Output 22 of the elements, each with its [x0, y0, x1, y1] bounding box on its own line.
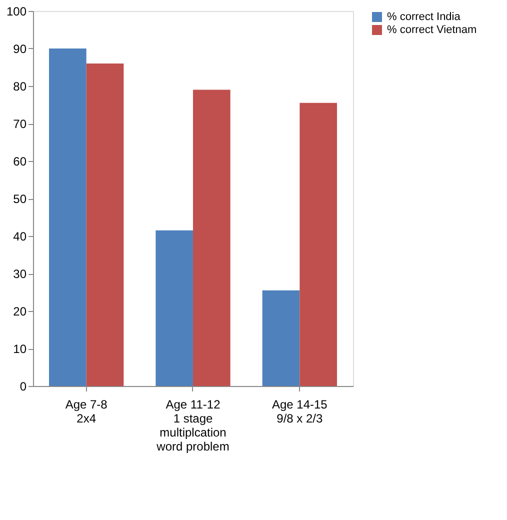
bar — [262, 290, 300, 386]
bar — [193, 90, 230, 386]
bar — [300, 102, 337, 386]
bar — [156, 230, 193, 386]
x-tick-label: Age 11-12 1 stage multiplcation word problem — [156, 398, 230, 454]
bar — [86, 64, 124, 386]
y-tick-label: 100 — [6, 4, 27, 18]
y-tick-label: 90 — [13, 42, 27, 56]
y-tick-label: 0 — [20, 380, 27, 394]
y-tick-label: 20 — [13, 304, 27, 318]
y-tick-label: 70 — [13, 117, 27, 131]
y-tick-label: 40 — [13, 230, 27, 244]
x-tick-label: Age 7-8 2x4 — [65, 398, 108, 426]
bar — [49, 48, 86, 386]
y-tick-label: 60 — [13, 154, 27, 168]
y-tick-label: 30 — [13, 267, 27, 281]
y-tick-label: 50 — [13, 192, 27, 206]
legend-label: % correct India — [387, 11, 462, 23]
legend-label: % correct Vietnam — [387, 24, 477, 36]
y-tick-label: 10 — [13, 342, 27, 356]
y-tick-label: 80 — [13, 80, 27, 94]
x-tick-label: Age 14-15 9/8 x 2/3 — [272, 398, 328, 426]
